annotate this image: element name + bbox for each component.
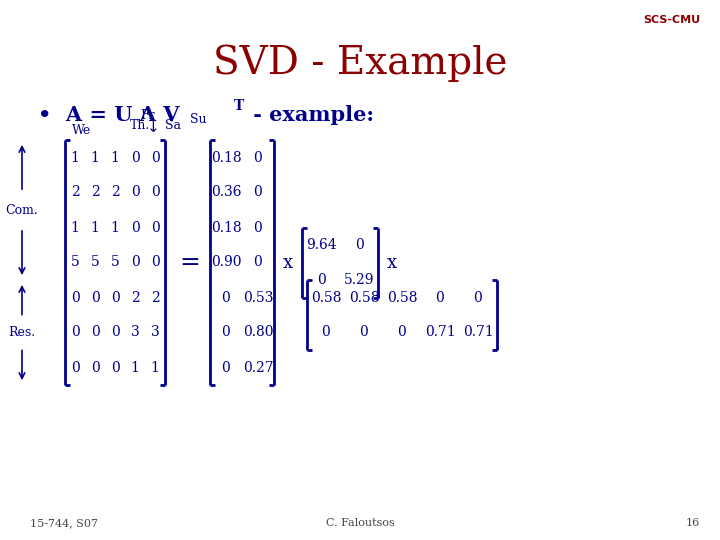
Text: 0: 0 (474, 291, 482, 305)
Text: 0: 0 (150, 151, 159, 165)
Text: 0: 0 (222, 361, 230, 375)
Text: 0: 0 (355, 238, 364, 252)
Text: 0.58: 0.58 (387, 291, 418, 305)
Text: 2: 2 (91, 186, 99, 199)
Text: x: x (283, 253, 293, 272)
Text: Fr: Fr (140, 109, 156, 122)
Text: 0.71: 0.71 (463, 326, 493, 340)
Text: 0.53: 0.53 (243, 291, 274, 305)
Text: x: x (387, 253, 397, 272)
Text: 5.29: 5.29 (343, 273, 374, 287)
Text: 15-744, S07: 15-744, S07 (30, 518, 98, 528)
Text: 0: 0 (253, 255, 262, 269)
Text: =: = (179, 251, 200, 274)
Text: 0: 0 (130, 220, 140, 234)
Text: 2: 2 (71, 186, 79, 199)
Text: 0: 0 (359, 326, 369, 340)
Text: 0.18: 0.18 (211, 151, 241, 165)
Text: 2: 2 (111, 186, 120, 199)
Text: 3: 3 (150, 326, 159, 340)
Text: 0: 0 (150, 220, 159, 234)
Text: Com.: Com. (6, 204, 38, 217)
Text: 1: 1 (71, 151, 79, 165)
Text: 1: 1 (91, 151, 99, 165)
Text: ↓: ↓ (147, 120, 159, 135)
Text: 0: 0 (71, 326, 79, 340)
Text: 0.58: 0.58 (348, 291, 379, 305)
Text: 0: 0 (150, 255, 159, 269)
Text: •  A = U Λ V: • A = U Λ V (38, 105, 179, 125)
Text: 1: 1 (150, 361, 159, 375)
Text: 0: 0 (91, 361, 99, 375)
Text: 0: 0 (91, 326, 99, 340)
Text: 0: 0 (111, 361, 120, 375)
Text: 0: 0 (436, 291, 444, 305)
Text: 16: 16 (685, 518, 700, 528)
Text: 0.18: 0.18 (211, 220, 241, 234)
Text: 1: 1 (111, 220, 120, 234)
Text: 2: 2 (130, 291, 140, 305)
Text: 0: 0 (130, 255, 140, 269)
Text: 0: 0 (322, 326, 330, 340)
Text: 0: 0 (91, 291, 99, 305)
Text: We: We (73, 124, 91, 137)
Text: 0: 0 (253, 186, 262, 199)
Text: 0: 0 (71, 361, 79, 375)
Text: Sa: Sa (165, 119, 181, 132)
Text: Res.: Res. (9, 326, 35, 339)
Text: 0.80: 0.80 (243, 326, 274, 340)
Text: 0: 0 (130, 186, 140, 199)
Text: 9.64: 9.64 (306, 238, 336, 252)
Text: 5: 5 (91, 255, 99, 269)
Text: 0: 0 (130, 151, 140, 165)
Text: Su: Su (190, 113, 207, 126)
Text: Th.: Th. (130, 119, 150, 132)
Text: 0: 0 (253, 220, 262, 234)
Text: 0.27: 0.27 (243, 361, 274, 375)
Text: 2: 2 (150, 291, 159, 305)
Text: 0: 0 (222, 291, 230, 305)
Text: 0: 0 (111, 291, 120, 305)
Text: 0: 0 (71, 291, 79, 305)
Text: 0.58: 0.58 (311, 291, 341, 305)
Text: 0.90: 0.90 (211, 255, 241, 269)
Text: 0: 0 (222, 326, 230, 340)
Text: SVD - Example: SVD - Example (212, 45, 508, 83)
Text: C. Faloutsos: C. Faloutsos (325, 518, 395, 528)
Text: 1: 1 (111, 151, 120, 165)
Text: 0: 0 (253, 151, 262, 165)
Text: 5: 5 (71, 255, 79, 269)
Text: T: T (234, 99, 244, 113)
Text: - example:: - example: (246, 105, 374, 125)
Text: 0: 0 (317, 273, 325, 287)
Text: 0: 0 (111, 326, 120, 340)
Text: 3: 3 (130, 326, 140, 340)
Text: 5: 5 (111, 255, 120, 269)
Text: 0: 0 (397, 326, 406, 340)
Text: 1: 1 (91, 220, 99, 234)
Text: 1: 1 (130, 361, 140, 375)
Text: 0.36: 0.36 (211, 186, 241, 199)
Text: 1: 1 (71, 220, 79, 234)
Text: 0.71: 0.71 (425, 326, 455, 340)
Text: SCS-CMU: SCS-CMU (643, 15, 700, 25)
Text: 0: 0 (150, 186, 159, 199)
